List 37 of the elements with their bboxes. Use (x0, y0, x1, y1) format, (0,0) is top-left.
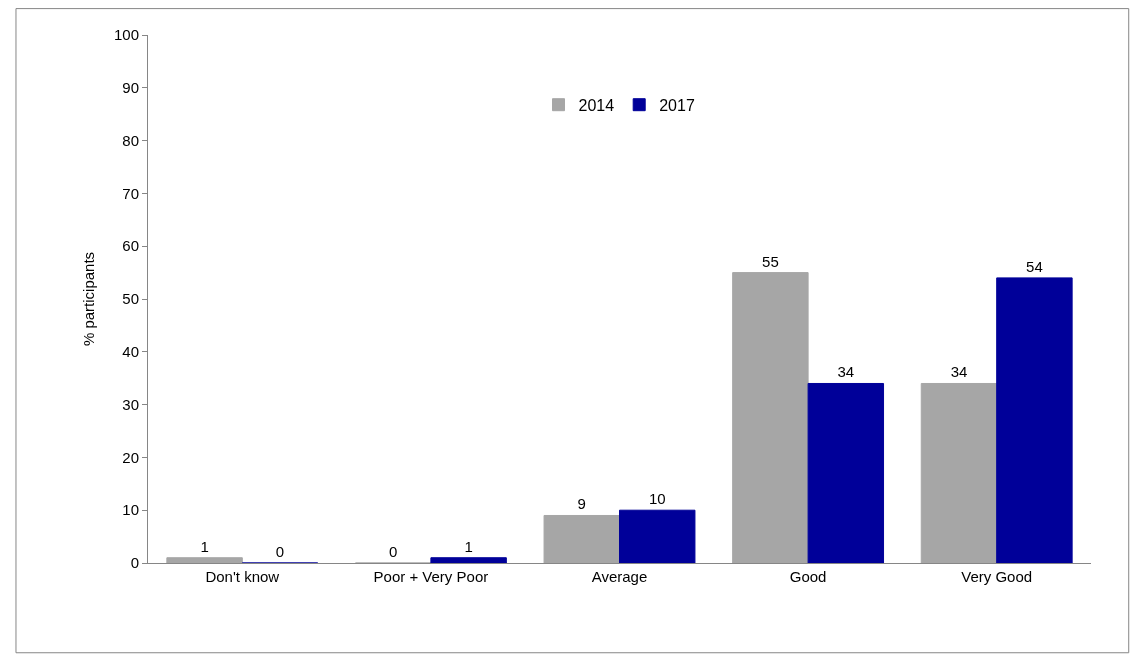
data-label: 9 (577, 495, 586, 513)
data-label: 0 (389, 543, 398, 560)
data-label: 1 (464, 537, 473, 555)
y-tick-label: 40 (122, 343, 139, 361)
y-tick-label: 90 (122, 79, 139, 97)
bar (166, 557, 243, 563)
y-tick-label: 0 (130, 554, 139, 572)
y-tick-label: 30 (122, 395, 139, 413)
legend-label: 2014 (578, 96, 615, 114)
data-label: 34 (950, 363, 968, 381)
data-label: 34 (837, 363, 855, 381)
y-tick-label: 50 (122, 290, 139, 308)
x-tick-label: Poor + Very Poor (373, 568, 489, 585)
y-tick-label: 10 (122, 501, 139, 519)
data-label: 1 (200, 537, 209, 555)
bar (619, 509, 696, 563)
x-tick-label: Don't know (205, 568, 280, 585)
x-tick-label: Good (789, 568, 827, 585)
bar (543, 514, 620, 563)
bar (430, 557, 507, 563)
x-tick-label: Average (591, 568, 648, 585)
x-tick-label: Very Good (961, 568, 1033, 585)
y-axis-title: % participants (80, 251, 98, 347)
data-label: 10 (648, 490, 666, 508)
y-tick-label: 20 (122, 448, 139, 466)
y-tick-label: 100 (113, 26, 139, 44)
y-tick-label: 80 (122, 131, 139, 149)
data-label: 0 (275, 543, 285, 560)
bar (807, 382, 885, 563)
bar (732, 272, 809, 563)
legend-label: 2017 (659, 96, 695, 114)
data-label: 54 (1026, 257, 1043, 275)
y-tick-label: 60 (122, 237, 139, 255)
y-tick-label: 70 (122, 184, 139, 202)
bar (920, 382, 998, 563)
bar (996, 277, 1073, 563)
data-label: 55 (762, 252, 779, 270)
